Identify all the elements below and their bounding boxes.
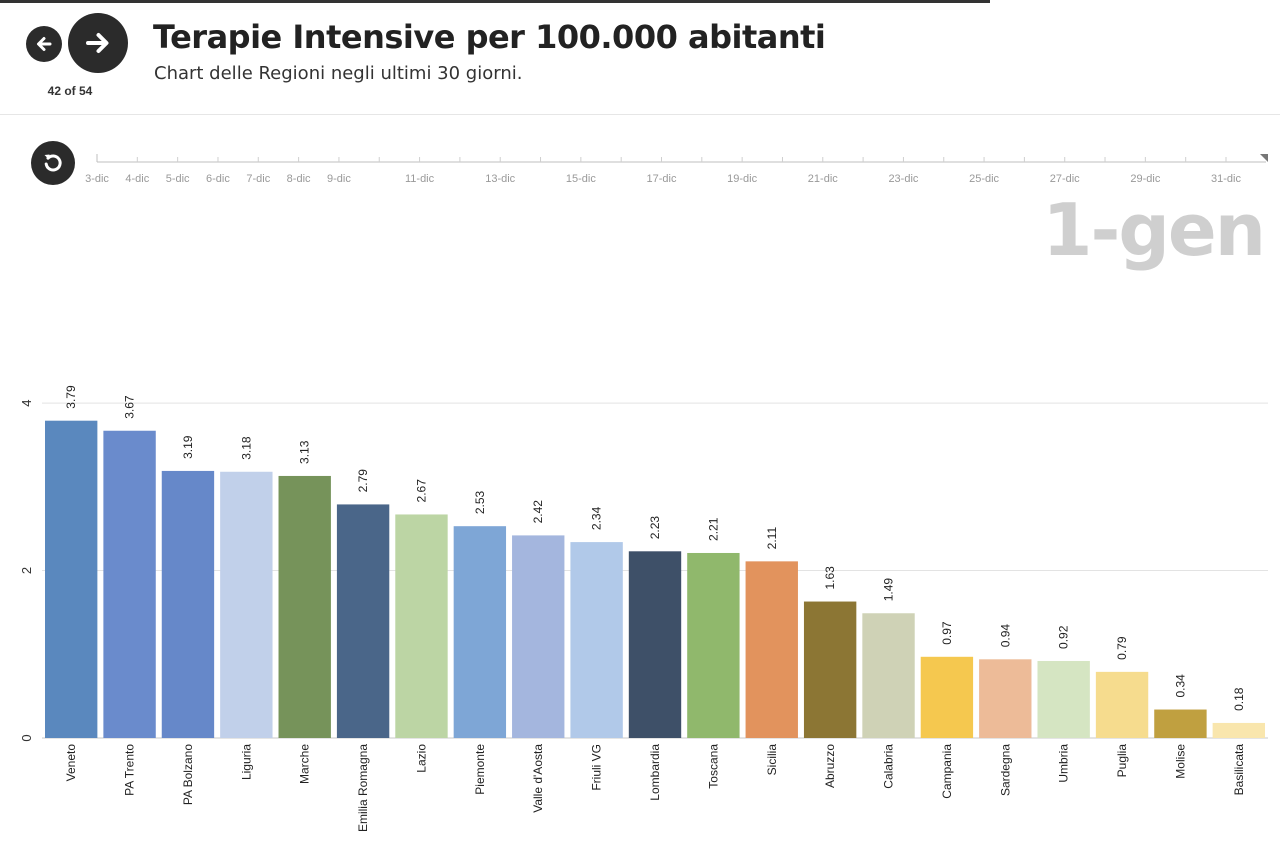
bar	[745, 561, 798, 738]
x-tick-label: Lombardia	[648, 744, 662, 801]
timeline-tick-label: 8-dic	[287, 173, 311, 185]
data-label: 2.42	[531, 500, 545, 524]
timeline-tick-label: 23-dic	[888, 173, 918, 185]
data-label: 0.34	[1173, 674, 1187, 698]
x-tick-label: PA Trento	[123, 744, 137, 796]
y-tick-label: 0	[19, 734, 34, 741]
data-label: 1.49	[882, 578, 896, 602]
data-label: 2.21	[706, 517, 720, 541]
replay-icon	[44, 154, 62, 172]
header-divider	[0, 114, 1280, 115]
prev-button[interactable]	[26, 26, 62, 62]
x-tick-label: Abruzzo	[823, 744, 837, 788]
arrow-left-icon	[37, 37, 52, 51]
bar	[1037, 660, 1090, 738]
data-label: 2.11	[765, 527, 779, 550]
timeline-tick-label: 25-dic	[969, 173, 999, 185]
x-tick-label: Campania	[940, 744, 954, 799]
timeline-tick-label: 9-dic	[327, 173, 351, 185]
x-tick-label: Emilia Romagna	[356, 744, 370, 832]
x-tick-label: Piemonte	[473, 744, 487, 795]
x-tick-label: Marche	[298, 744, 312, 784]
y-tick-label: 2	[19, 567, 34, 574]
timeline-tick-label: 29-dic	[1130, 173, 1160, 185]
timeline-tick-label: 4-dic	[125, 173, 149, 185]
timeline-tick-label: 3-dic	[85, 173, 109, 185]
y-tick-label: 4	[19, 399, 34, 406]
bar	[687, 552, 740, 738]
x-tick-label: Puglia	[1115, 744, 1129, 778]
data-label: 3.67	[123, 395, 137, 419]
timeline-tick-label: 21-dic	[808, 173, 838, 185]
bar	[979, 659, 1032, 738]
data-label: 3.79	[64, 385, 78, 409]
x-tick-label: Umbria	[1057, 744, 1071, 783]
x-tick-label: Molise	[1173, 744, 1187, 779]
data-label: 2.34	[590, 506, 604, 530]
next-button[interactable]	[68, 13, 128, 73]
bar	[1154, 709, 1207, 738]
timeline-tick-label: 7-dic	[246, 173, 270, 185]
data-label: 2.23	[648, 516, 662, 540]
timeline-tick-label: 5-dic	[166, 173, 190, 185]
timeline-handle[interactable]	[1260, 154, 1268, 162]
bar	[453, 526, 507, 738]
data-label: 0.94	[998, 624, 1012, 648]
x-tick-label: Valle d'Aosta	[531, 744, 545, 813]
bar	[570, 542, 623, 738]
timeline-tick-label: 27-dic	[1050, 173, 1080, 185]
arrow-right-icon	[86, 33, 109, 53]
x-tick-label: Veneto	[64, 744, 78, 782]
x-tick-label: Calabria	[882, 744, 896, 789]
replay-button[interactable]	[31, 141, 75, 185]
x-tick-label: Sicilia	[765, 744, 779, 776]
data-label: 0.79	[1115, 636, 1129, 660]
bar-chart: 0 2 4 3.79 Veneto 3.67 PA Trento 3.19 PA Bolzano…	[19, 385, 1268, 832]
timeline-tick-label: 31-dic	[1211, 173, 1241, 185]
bar	[395, 514, 448, 738]
page-subtitle: Chart delle Regioni negli ultimi 30 gior…	[154, 63, 523, 84]
x-tick-label: Liguria	[239, 744, 253, 780]
timeline-tick-label: 13-dic	[485, 173, 515, 185]
bar	[628, 551, 682, 738]
x-tick-label: Toscana	[706, 744, 720, 789]
bar	[862, 613, 915, 738]
data-label: 2.53	[473, 491, 487, 515]
data-label: 0.97	[940, 621, 954, 645]
x-tick-label: Friuli VG	[590, 744, 604, 791]
progress-bar	[0, 0, 990, 3]
current-date-label: 1-gen	[1042, 188, 1266, 272]
bar	[920, 656, 974, 738]
data-label: 3.18	[239, 436, 253, 460]
bar	[45, 420, 98, 738]
x-tick-label: PA Bolzano	[181, 744, 195, 805]
timeline-tick-label: 15-dic	[566, 173, 596, 185]
bar	[220, 471, 273, 738]
x-tick-label: Basilicata	[1232, 744, 1246, 796]
bar	[1212, 722, 1265, 738]
timeline-tick-label: 17-dic	[647, 173, 677, 185]
bar	[103, 430, 156, 738]
timeline-tick-label: 19-dic	[727, 173, 757, 185]
timeline-tick-label: 11-dic	[405, 173, 435, 185]
x-tick-label: Sardegna	[998, 744, 1012, 796]
timeline-tick-label: 6-dic	[206, 173, 230, 185]
data-label: 2.67	[414, 479, 428, 503]
bar	[278, 475, 331, 738]
data-label: 3.19	[181, 435, 195, 459]
bar	[161, 470, 215, 738]
data-label: 0.18	[1232, 687, 1246, 711]
data-label: 2.79	[356, 469, 370, 493]
page-title: Terapie Intensive per 100.000 abitanti	[153, 18, 826, 56]
data-label: 1.63	[823, 566, 837, 590]
bar	[336, 504, 390, 738]
timeline-slider[interactable]: 3-dic 4-dic 5-dic 6-dic 7-dic 8-dic 9-dic 11-di…	[0, 150, 1280, 195]
x-tick-label: Lazio	[414, 744, 428, 773]
bar	[512, 535, 565, 738]
data-label: 3.13	[298, 440, 312, 464]
bar	[803, 601, 857, 738]
bar	[1095, 671, 1149, 738]
data-label: 0.92	[1057, 625, 1071, 649]
slide-counter: 42 of 54	[47, 84, 93, 98]
